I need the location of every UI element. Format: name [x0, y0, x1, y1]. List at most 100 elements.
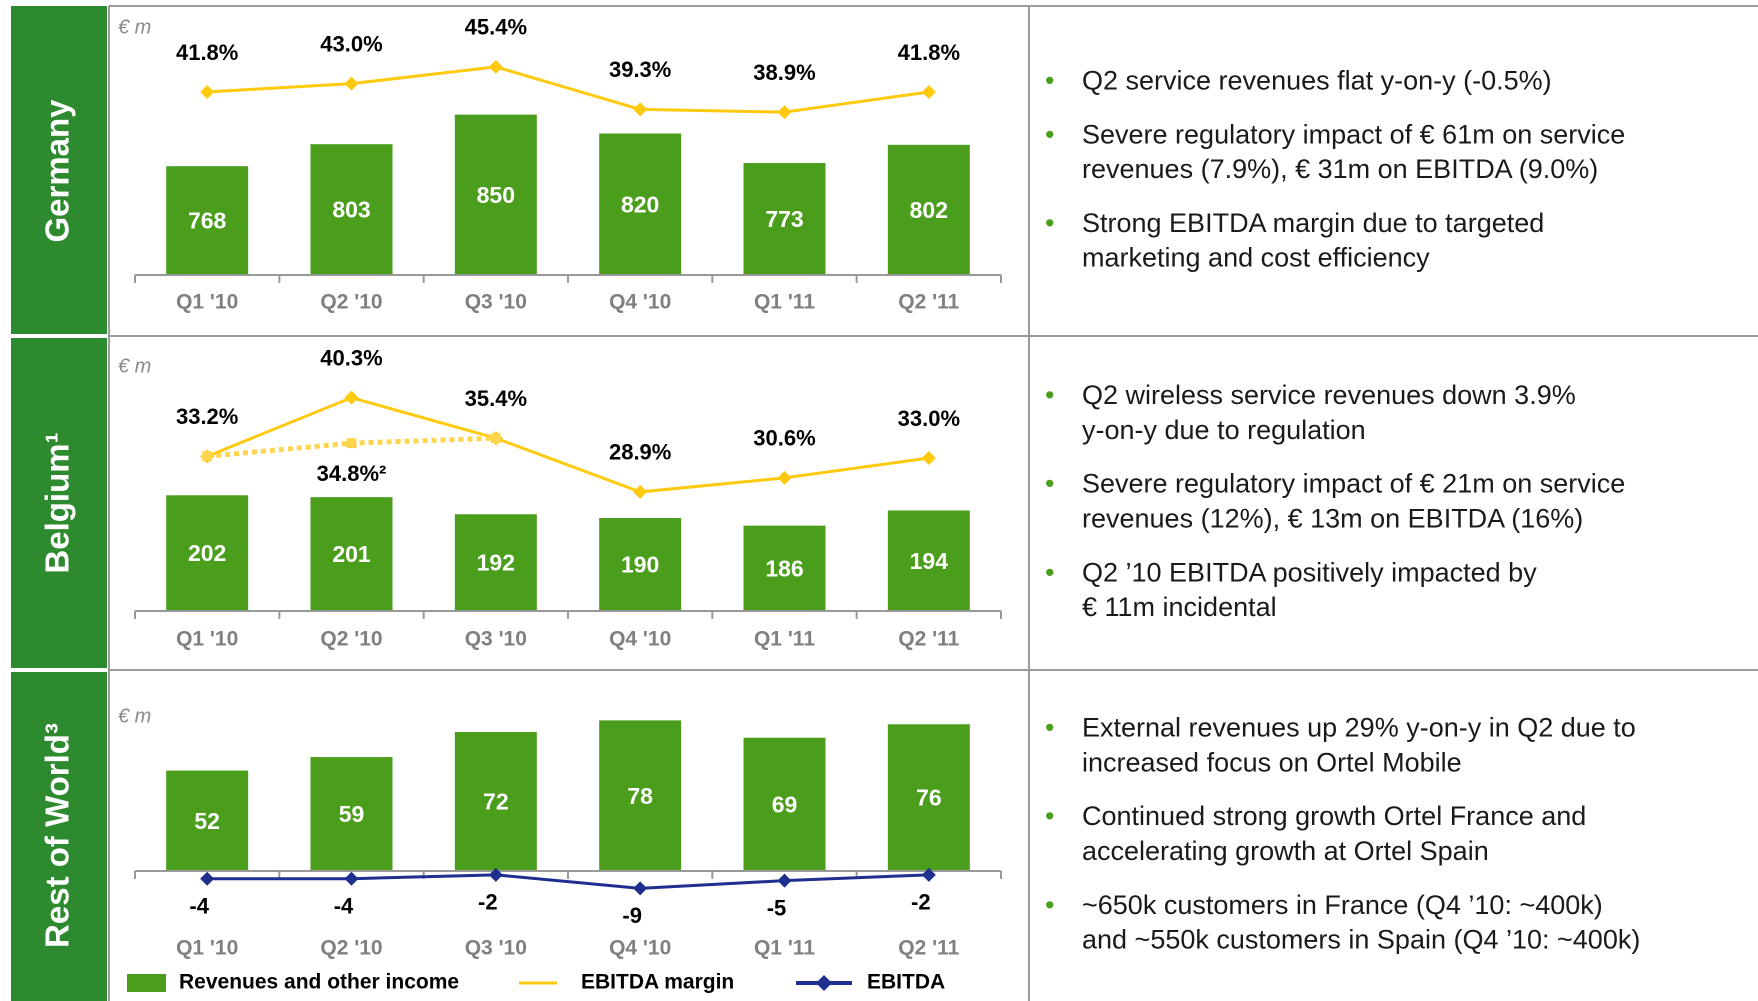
legend-label: Revenues and other income	[179, 971, 459, 994]
marker	[921, 867, 936, 882]
bar	[599, 518, 682, 611]
line	[207, 65, 930, 114]
bar-label: 192	[477, 550, 515, 576]
x-tick-label: Q1 '10	[176, 937, 238, 960]
bar	[887, 144, 970, 275]
bar-label: 202	[188, 540, 226, 566]
marker	[633, 484, 648, 499]
bullet-dot: •	[1045, 801, 1054, 831]
bullet-text: Continued strong growth Ortel France and	[1082, 801, 1586, 831]
value-label: 41.8%	[176, 40, 238, 65]
bar-label: 201	[332, 541, 371, 567]
bar	[310, 144, 393, 275]
section-label: Rest of World³	[39, 723, 76, 948]
value-label: 33.0%	[898, 406, 960, 431]
marker	[777, 105, 792, 120]
unit-label: € m	[118, 705, 151, 727]
value-label: -9	[622, 903, 642, 928]
bullet-text: y-on-y due to regulation	[1082, 415, 1366, 445]
bullet-dot: •	[1045, 713, 1054, 743]
bullet-text: marketing and cost efficiency	[1082, 243, 1430, 273]
bar	[743, 737, 826, 871]
bullet-text: revenues (12%), € 13m on EBITDA (16%)	[1082, 504, 1583, 534]
section-band	[11, 6, 107, 334]
bar	[887, 510, 970, 611]
marker	[490, 433, 501, 444]
legend-label: EBITDA margin	[581, 971, 734, 994]
x-tick-label: Q3 '10	[465, 937, 527, 960]
frame	[108, 5, 1758, 1001]
section-label: Germany	[39, 99, 76, 243]
value-label: 34.8%²	[317, 461, 387, 486]
marker	[488, 59, 503, 74]
bar	[454, 731, 537, 871]
marker	[633, 881, 648, 896]
marker	[346, 438, 357, 449]
x-tick-label: Q2 '10	[320, 937, 382, 960]
marker	[777, 470, 792, 485]
bullet-text: ~650k customers in France (Q4 ’10: ~400k…	[1082, 890, 1603, 920]
bar	[454, 514, 537, 611]
bullet-dot: •	[1045, 119, 1054, 149]
bar-label: 59	[339, 801, 365, 827]
bar-label: 850	[477, 182, 515, 208]
bar	[310, 757, 393, 871]
bullet-dot: •	[1045, 557, 1054, 587]
marker	[344, 871, 359, 886]
bar	[166, 770, 249, 871]
value-label: 43.0%	[320, 31, 382, 56]
marker	[921, 84, 936, 99]
value-label: 28.9%	[609, 440, 671, 465]
bullet-text: increased focus on Ortel Mobile	[1082, 747, 1462, 777]
bar	[743, 525, 826, 611]
bullet-text: revenues (7.9%), € 31m on EBITDA (9.0%)	[1082, 154, 1598, 184]
bar	[599, 720, 682, 871]
value-label: -5	[767, 895, 787, 920]
unit-label: € m	[118, 16, 151, 38]
value-label: 38.9%	[753, 60, 815, 85]
bullet-dot: •	[1045, 208, 1054, 238]
value-label: 40.3%	[320, 345, 382, 370]
marker	[202, 451, 213, 462]
bar-label: 72	[483, 789, 509, 815]
bullet-text: € 11m incidental	[1082, 592, 1277, 622]
bar-label: 773	[765, 206, 803, 232]
bullet-text: Strong EBITDA margin due to targeted	[1082, 208, 1544, 238]
bullet-text: Q2 wireless service revenues down 3.9%	[1082, 380, 1576, 410]
bullet-text: Severe regulatory impact of € 21m on ser…	[1082, 469, 1625, 499]
line	[206, 396, 930, 494]
bar-label: 803	[332, 197, 370, 223]
bar-label: 69	[772, 791, 798, 817]
marker	[777, 873, 792, 888]
value-label: 33.2%	[176, 404, 238, 429]
bar	[454, 114, 537, 276]
bar-label: 78	[627, 783, 653, 809]
x-tick-label: Q2 '11	[898, 628, 959, 651]
x-tick-label: Q2 '10	[320, 291, 382, 314]
marker	[488, 867, 503, 882]
value-label: 45.4%	[465, 15, 527, 40]
x-tick-label: Q4 '10	[609, 937, 671, 960]
bar-label: 76	[916, 785, 942, 811]
bar	[310, 497, 393, 611]
x-tick-label: Q1 '11	[754, 628, 815, 651]
marker	[921, 451, 936, 466]
legend-swatch	[816, 975, 832, 991]
value-label: -4	[334, 894, 354, 919]
marker	[344, 390, 359, 405]
value-label: 41.8%	[898, 40, 960, 65]
bar	[743, 163, 826, 275]
value-label: 35.4%	[465, 386, 527, 411]
bar-label: 186	[765, 555, 803, 581]
section-label: Belgium¹	[39, 432, 76, 573]
x-tick-label: Q4 '10	[609, 291, 671, 314]
x-tick-label: Q1 '10	[176, 291, 238, 314]
bar-label: 52	[194, 808, 220, 834]
x-tick-label: Q2 '10	[320, 628, 382, 651]
marker	[200, 84, 215, 99]
section-band	[11, 338, 107, 668]
value-label: -2	[911, 890, 931, 915]
unit-label: € m	[118, 355, 151, 377]
bar	[166, 495, 249, 611]
